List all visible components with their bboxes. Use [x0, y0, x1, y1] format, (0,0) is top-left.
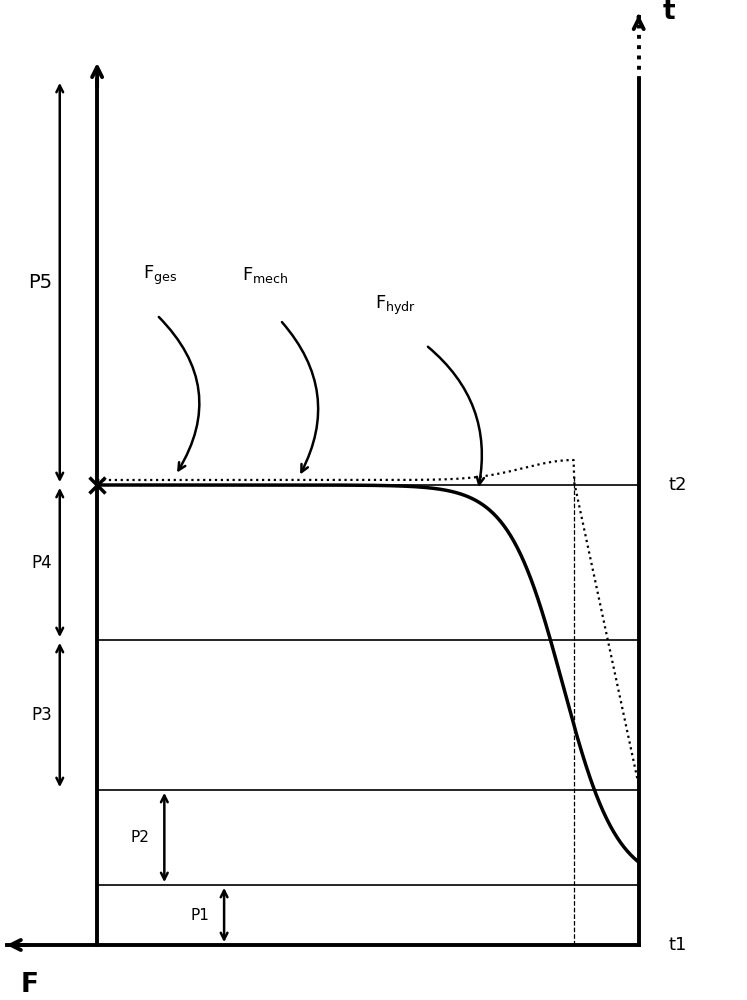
Text: F$_{\rm hydr}$: F$_{\rm hydr}$ — [375, 293, 417, 317]
Text: t2: t2 — [669, 476, 687, 494]
Text: t1: t1 — [669, 936, 687, 954]
Text: F$_{\rm ges}$: F$_{\rm ges}$ — [143, 263, 178, 287]
Text: t: t — [663, 0, 675, 25]
Text: P3: P3 — [31, 706, 52, 724]
Text: P1: P1 — [190, 908, 209, 922]
Text: P4: P4 — [31, 554, 52, 572]
Text: P2: P2 — [131, 830, 149, 845]
Text: P5: P5 — [28, 273, 52, 292]
Text: F: F — [21, 972, 39, 998]
Text: F$_{\rm mech}$: F$_{\rm mech}$ — [242, 265, 288, 285]
